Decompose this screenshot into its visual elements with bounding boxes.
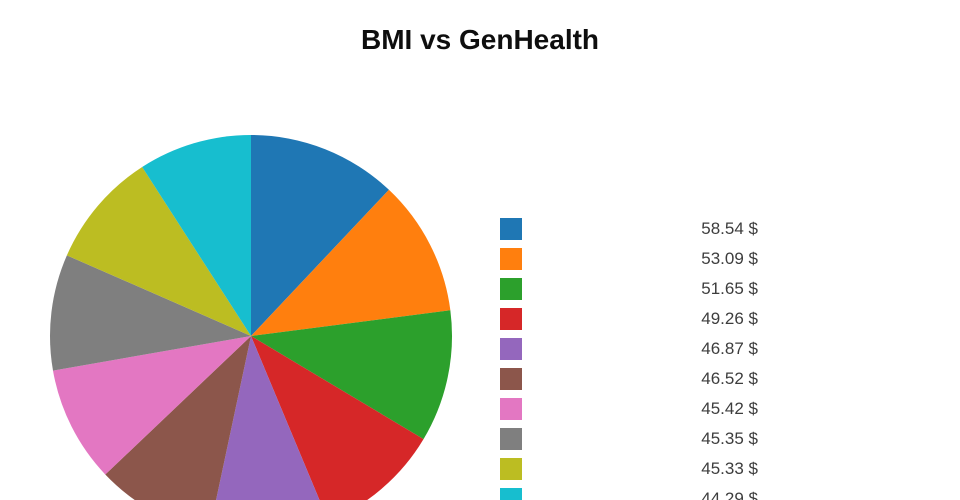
legend-swatch-brown xyxy=(500,368,522,390)
legend-value: 46.52 $ xyxy=(701,369,758,388)
legend-value: 45.42 $ xyxy=(701,399,758,418)
pie-slice-9-olive xyxy=(66,167,251,336)
pie-slice-4-red xyxy=(251,336,424,500)
legend: 58.54 $ 53.09 $ 51.65 $ 49.26 $ 46.87 $ 46.52… xyxy=(500,218,758,500)
legend-row-1: 58.54 $ xyxy=(500,218,758,240)
legend-value: 53.09 $ xyxy=(701,249,758,268)
pie-slice-6-brown xyxy=(105,336,251,500)
legend-value: 45.35 $ xyxy=(701,429,758,448)
legend-swatch-green xyxy=(500,278,522,300)
legend-row-4: 49.26 $ xyxy=(500,308,758,330)
legend-value: 58.54 $ xyxy=(701,219,758,238)
legend-swatch-orange xyxy=(500,248,522,270)
legend-row-3: 51.65 $ xyxy=(500,278,758,300)
legend-swatch-cyan xyxy=(500,488,522,500)
pie-slice-2-orange xyxy=(251,189,451,336)
legend-swatch-pink xyxy=(500,398,522,420)
legend-value: 49.26 $ xyxy=(701,309,758,328)
legend-row-9: 45.33 $ xyxy=(500,458,758,480)
legend-value: 46.87 $ xyxy=(701,339,758,358)
legend-row-8: 45.35 $ xyxy=(500,428,758,450)
legend-row-6: 46.52 $ xyxy=(500,368,758,390)
legend-swatch-red xyxy=(500,308,522,330)
pie-slice-3-green xyxy=(251,310,452,440)
legend-row-10: 44.29 $ xyxy=(500,488,758,500)
legend-value: 51.65 $ xyxy=(701,279,758,298)
legend-swatch-olive xyxy=(500,458,522,480)
pie-slice-10-cyan xyxy=(142,135,251,336)
legend-swatch-gray xyxy=(500,428,522,450)
legend-value: 44.29 $ xyxy=(701,489,758,500)
pie-slice-5-purple xyxy=(216,336,320,500)
pie-slice-1-blue xyxy=(251,135,389,336)
legend-row-2: 53.09 $ xyxy=(500,248,758,270)
legend-value: 45.33 $ xyxy=(701,459,758,478)
chart-title: BMI vs GenHealth xyxy=(360,24,600,55)
pie-slice-8-gray xyxy=(49,255,251,371)
legend-swatch-purple xyxy=(500,338,522,360)
pie-slice-7-pink xyxy=(53,336,251,475)
legend-swatch-blue xyxy=(500,218,522,240)
legend-row-5: 46.87 $ xyxy=(500,338,758,360)
legend-row-7: 45.42 $ xyxy=(500,398,758,420)
